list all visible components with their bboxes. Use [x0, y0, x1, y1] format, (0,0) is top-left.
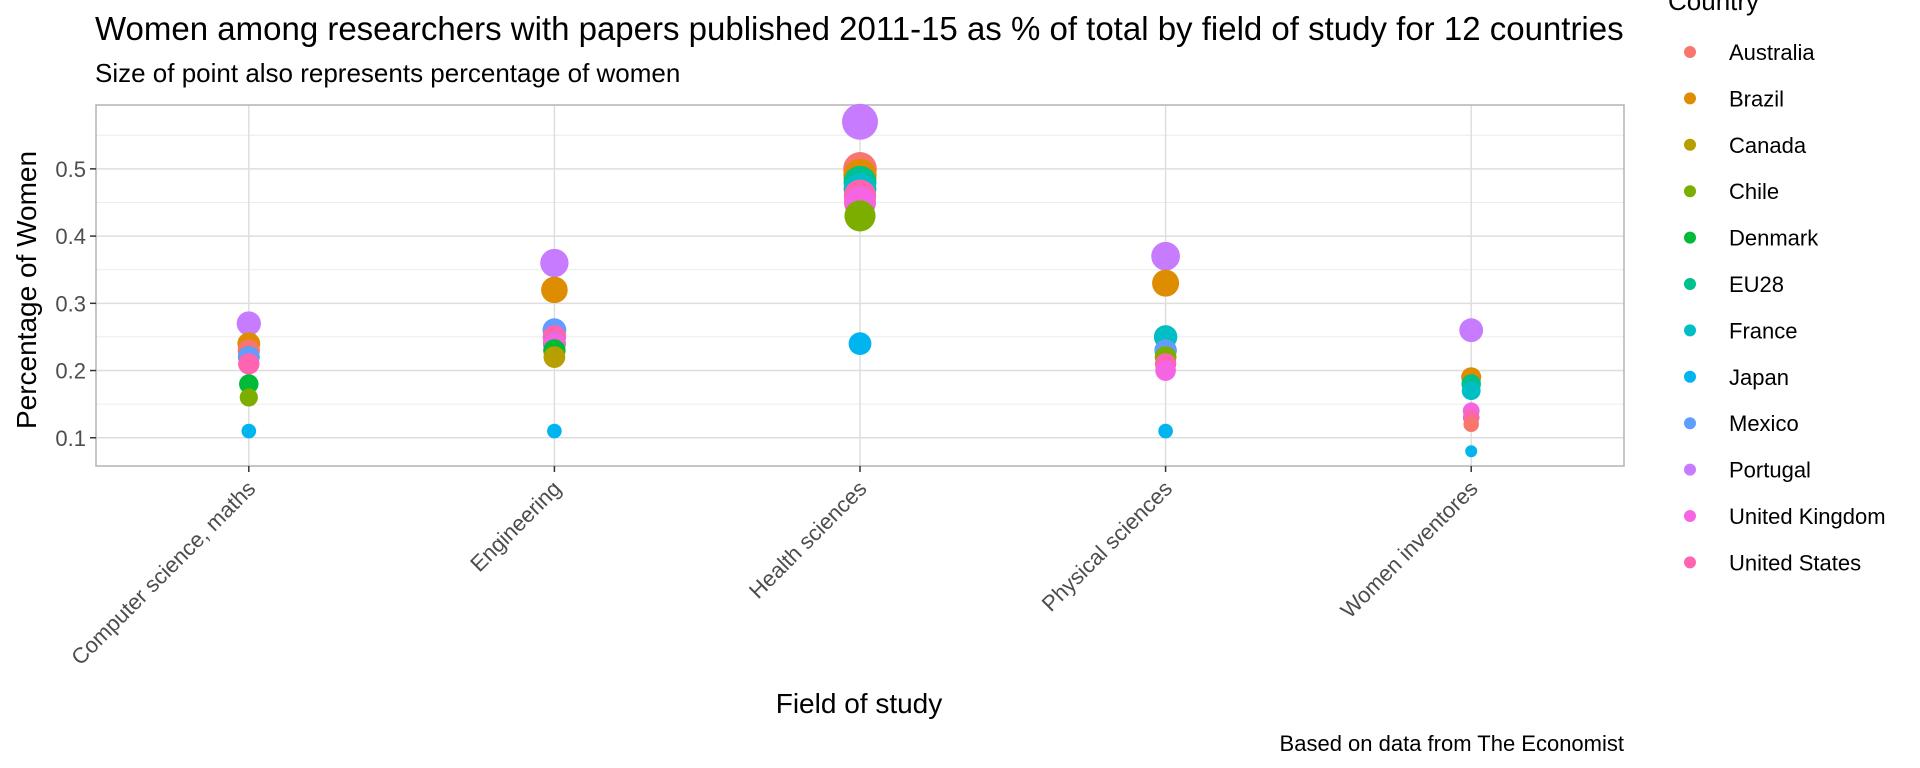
y-tick-label: 0.4: [55, 224, 86, 249]
legend-key: [1684, 510, 1696, 522]
y-tick-label: 0.1: [55, 426, 86, 451]
data-point: [844, 200, 876, 232]
legend-key: [1684, 417, 1696, 430]
data-point: [541, 276, 568, 304]
x-tick-label: Engineering: [465, 476, 566, 577]
legend-key: [1684, 185, 1696, 198]
legend-label: Brazil: [1729, 86, 1784, 111]
legend-key: [1684, 463, 1696, 476]
data-point: [540, 248, 569, 278]
y-axis-ticks: 0.1 0.2 0.3 0.4 0.5: [55, 157, 96, 451]
x-tick-label: Women inventores: [1336, 476, 1483, 623]
data-point: [848, 332, 872, 356]
legend-label: United Kingdom: [1729, 504, 1886, 529]
chart-subtitle: Size of point also represents percentage…: [95, 58, 680, 88]
legend-label: Canada: [1729, 133, 1807, 158]
legend-key: [1684, 556, 1696, 569]
legend-label: Mexico: [1729, 411, 1799, 436]
data-point: [1461, 381, 1481, 401]
data-points: [236, 103, 1484, 458]
legend-label: Australia: [1729, 40, 1815, 65]
data-point: [1152, 269, 1180, 297]
x-tick-label: Computer science, maths: [66, 476, 260, 670]
data-point: [547, 423, 562, 439]
y-tick-label: 0.2: [55, 359, 86, 384]
x-tick-label: Physical sciences: [1037, 476, 1177, 616]
x-axis-title: Field of study: [776, 688, 943, 719]
data-point: [239, 374, 259, 394]
data-point: [236, 311, 261, 336]
legend: Country Australia Brazil Canada Chile Denmar…: [1668, 0, 1886, 575]
data-point: [241, 423, 257, 439]
chart-title: Women among researchers with papers publ…: [95, 10, 1624, 47]
data-point: [1459, 318, 1484, 343]
data-point: [1463, 416, 1479, 433]
plot-panel: [95, 103, 1625, 467]
legend-key: [1684, 370, 1696, 383]
x-tick-label: Health sciences: [744, 476, 872, 604]
y-tick-label: 0.3: [55, 291, 86, 316]
legend-label: Portugal: [1729, 458, 1811, 483]
data-point: [543, 346, 566, 368]
legend-key: [1684, 92, 1696, 105]
data-point: [239, 388, 258, 407]
legend-label: United States: [1729, 550, 1861, 575]
legend-label: EU28: [1729, 272, 1784, 297]
legend-label: Japan: [1729, 365, 1789, 390]
legend-label: Chile: [1729, 179, 1779, 204]
y-tick-label: 0.5: [55, 157, 86, 182]
y-axis-title: Percentage of Women: [11, 151, 42, 429]
x-axis-ticks: Computer science, maths Engineering Health…: [66, 466, 1483, 670]
caption: Based on data from The Economist: [1280, 731, 1624, 756]
data-point: [1155, 360, 1176, 381]
legend-key: [1684, 278, 1696, 290]
legend-label: Denmark: [1729, 226, 1819, 251]
data-point: [238, 353, 260, 375]
legend-key: [1684, 138, 1696, 151]
data-point: [1151, 241, 1180, 271]
data-point: [842, 103, 878, 140]
legend-title: Country: [1668, 0, 1759, 16]
data-point: [1158, 423, 1173, 439]
data-point: [1465, 445, 1478, 458]
legend-key: [1684, 46, 1696, 58]
legend-label: France: [1729, 318, 1797, 343]
legend-key: [1684, 324, 1696, 337]
legend-key: [1684, 231, 1696, 244]
